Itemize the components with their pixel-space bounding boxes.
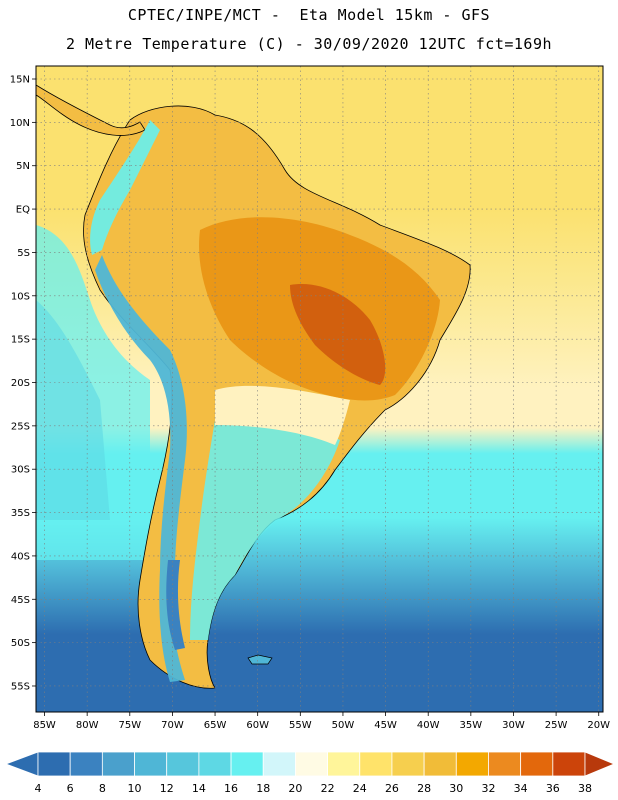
patagonian-ice-cold [166, 560, 185, 650]
colorbar-swatch [37, 751, 71, 777]
colorbar-label: 18 [256, 782, 270, 795]
lon-tick-label: 75W [118, 720, 141, 731]
lon-tick-label: 60W [246, 720, 269, 731]
colorbar-swatch [488, 751, 522, 777]
lat-tick-label: 15N [10, 75, 30, 86]
colorbar-swatch [134, 751, 168, 777]
lon-tick-label: 40W [417, 720, 440, 731]
colorbar-label: 8 [99, 782, 106, 795]
lon-tick-label: 20W [587, 720, 610, 731]
colorbar-swatch [359, 751, 393, 777]
colorbar-arrow-low [4, 751, 39, 777]
colorbar-label: 26 [385, 782, 399, 795]
lon-tick-label: 80W [76, 720, 99, 731]
lon-tick-label: 45W [374, 720, 397, 731]
colorbar-arrow-high [584, 751, 616, 777]
southern-cone-cool [190, 418, 340, 640]
colorbar-swatch [295, 751, 328, 777]
lat-tick-label: 10S [11, 291, 30, 302]
lon-tick-label: 70W [161, 720, 184, 731]
lon-tick-label: 85W [33, 720, 56, 731]
lat-tick-label: 5S [17, 248, 30, 259]
colorbar-label: 32 [481, 782, 495, 795]
colorbar-swatch [520, 751, 554, 777]
lat-tick-label: 5N [16, 161, 30, 172]
lat-tick-label: EQ [16, 205, 30, 216]
colorbar-label: 4 [35, 782, 42, 795]
map-title-line-2: 2 Metre Temperature (C) - 30/09/2020 12U… [65, 35, 553, 53]
lat-tick-label: 40S [11, 551, 30, 562]
colorbar-swatch [552, 751, 586, 777]
map-area [36, 66, 603, 712]
colorbar-swatch [262, 751, 296, 777]
lat-tick-label: 25S [11, 421, 30, 432]
lat-tick-label: 50S [11, 638, 30, 649]
pacific-cool-current-inner [36, 300, 110, 520]
colorbar-swatch [69, 751, 103, 777]
colorbar-swatch [198, 751, 232, 777]
lat-tick-label: 55S [11, 681, 30, 692]
longitude-tick-labels: 85W 80W 75W 70W 65W 60W 55W 50W 45W 40W 35W 30W 25W 2… [33, 712, 610, 731]
map-frame [35, 65, 604, 713]
map-title-line-1: CPTEC/INPE/MCT - Eta Model 15km - GFS [127, 6, 491, 24]
colorbar-swatch [391, 751, 425, 777]
lat-tick-label: 45S [11, 595, 30, 606]
lon-tick-label: 65W [204, 720, 227, 731]
lon-tick-label: 30W [502, 720, 525, 731]
lat-lon-grid [36, 66, 603, 712]
lat-tick-label: 15S [11, 335, 30, 346]
andes-north-cold [90, 120, 160, 255]
colorbar-label: 10 [128, 782, 142, 795]
colorbar-swatch [423, 751, 457, 777]
colorbar-label: 24 [353, 782, 367, 795]
falkland-islands [247, 654, 273, 665]
colorbar-swatch [455, 751, 489, 777]
colorbar-label: 14 [192, 782, 206, 795]
latitude-tick-labels: 15N 10N 5N EQ 5S 10S 15S 20S 25S 30S 35S 40S 45S 50S 5… [10, 75, 36, 692]
colorbar-label: 30 [449, 782, 463, 795]
brazil-hottest-core [290, 284, 386, 385]
colorbar-label: 36 [546, 782, 560, 795]
colorbar-label: 34 [514, 782, 528, 795]
colorbar-label: 38 [578, 782, 592, 795]
colorbar-label: 16 [224, 782, 238, 795]
lon-tick-label: 25W [545, 720, 568, 731]
central-america-land [36, 84, 146, 136]
colorbar-swatch [327, 751, 361, 777]
colorbar-label: 28 [417, 782, 431, 795]
lon-tick-label: 50W [332, 720, 355, 731]
colorbar-label: 22 [321, 782, 335, 795]
lon-tick-label: 55W [289, 720, 312, 731]
colorbar-swatch [101, 751, 135, 777]
temperature-colorbar: 4 6 8 10 12 14 16 18 20 22 24 26 28 30 32 34 36 38 [4, 751, 616, 795]
andes-south-cold [95, 255, 187, 682]
colorbar-swatch [230, 751, 264, 777]
lon-tick-label: 35W [460, 720, 483, 731]
lat-tick-label: 35S [11, 508, 30, 519]
lat-tick-label: 10N [10, 118, 30, 129]
lat-tick-label: 20S [11, 378, 30, 389]
colorbar-label: 6 [67, 782, 74, 795]
lat-tick-label: 30S [11, 465, 30, 476]
pampas-mild [215, 385, 350, 445]
colorbar-swatch [166, 751, 200, 777]
colorbar-label: 20 [288, 782, 302, 795]
colorbar-label: 12 [160, 782, 174, 795]
